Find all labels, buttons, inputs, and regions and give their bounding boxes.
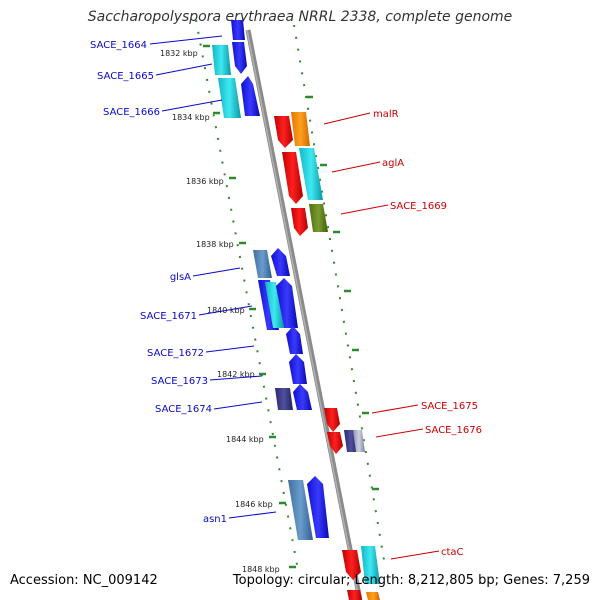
gene-block-reverse — [282, 152, 303, 204]
gene-label[interactable]: SACE_1664 — [90, 40, 147, 51]
gene-label[interactable]: SACE_1672 — [147, 348, 204, 359]
gene-label[interactable]: aglA — [382, 158, 404, 169]
gene-label[interactable]: glsA — [170, 272, 191, 283]
gene-block-forward — [271, 248, 290, 276]
forward-gene-blocks — [212, 20, 329, 540]
gene-label[interactable]: ctaC — [441, 547, 464, 558]
gene-block-forward — [253, 250, 272, 278]
gene-block-reverse — [291, 208, 308, 236]
gene-block-reverse — [324, 408, 340, 432]
tick-label: 1842 kbp — [217, 370, 255, 379]
gene-label[interactable]: SACE_1675 — [421, 401, 478, 412]
gene-block-reverse — [327, 432, 343, 454]
reverse-gene-labels: malR aglA SACE_1669 SACE_1675 SACE_1676 … — [373, 109, 482, 558]
gene-block-forward — [289, 354, 307, 384]
reverse-gene-blocks — [274, 112, 380, 600]
tick-marks-right — [306, 95, 379, 491]
tick-label: 1834 kbp — [172, 113, 210, 122]
gene-label[interactable]: SACE_1674 — [155, 404, 212, 415]
ruler-right — [293, 24, 385, 561]
backbone — [245, 29, 363, 600]
gene-block-reverse — [353, 430, 365, 452]
gene-label[interactable]: asn1 — [203, 514, 227, 525]
tick-label: 1844 kbp — [226, 435, 264, 444]
gene-block-reverse — [309, 204, 328, 232]
genome-summary-text: Topology: circular; Length: 8,212,805 bp… — [232, 573, 590, 588]
tick-label: 1846 kbp — [235, 500, 273, 509]
gene-label[interactable]: SACE_1671 — [140, 311, 197, 322]
gene-block-reverse — [299, 148, 323, 200]
tick-marks — [203, 44, 296, 569]
gene-block-reverse — [342, 550, 361, 580]
gene-block-forward — [307, 476, 329, 538]
reverse-leader-lines — [323, 112, 440, 560]
gene-block-reverse — [274, 116, 293, 148]
gene-block-forward — [265, 282, 284, 328]
gene-block-reverse — [291, 112, 310, 146]
gene-block-reverse — [366, 592, 380, 600]
gene-label[interactable]: SACE_1666 — [103, 107, 160, 118]
gene-label[interactable]: SACE_1665 — [97, 71, 154, 82]
gene-block-reverse — [347, 590, 362, 600]
gene-block-forward — [212, 45, 231, 75]
gene-block-forward — [293, 384, 312, 410]
accession-text: Accession: NC_009142 — [10, 573, 158, 588]
gene-block-forward — [286, 326, 303, 354]
gene-block-forward — [276, 278, 298, 328]
gene-block-forward — [275, 388, 293, 410]
gene-label[interactable]: SACE_1669 — [390, 201, 447, 212]
gene-label[interactable]: malR — [373, 109, 399, 120]
tick-label: 1848 kbp — [242, 565, 280, 574]
gene-block-forward — [231, 20, 245, 40]
tick-label: 1836 kbp — [186, 177, 224, 186]
gene-label[interactable]: SACE_1673 — [151, 376, 208, 387]
forward-gene-labels: SACE_1664 SACE_1665 SACE_1666 glsA SACE_… — [90, 40, 227, 525]
gene-block-forward — [241, 76, 260, 116]
gene-label[interactable]: SACE_1676 — [425, 425, 482, 436]
gene-block-forward — [232, 42, 247, 74]
gene-block-forward — [288, 480, 313, 540]
tick-label: 1832 kbp — [160, 49, 198, 58]
tick-label: 1838 kbp — [196, 240, 234, 249]
gene-block-forward — [218, 78, 241, 118]
genome-title: Saccharopolyspora erythraea NRRL 2338, c… — [87, 9, 513, 25]
forward-leader-lines — [149, 35, 277, 519]
gene-block-reverse — [361, 546, 380, 584]
